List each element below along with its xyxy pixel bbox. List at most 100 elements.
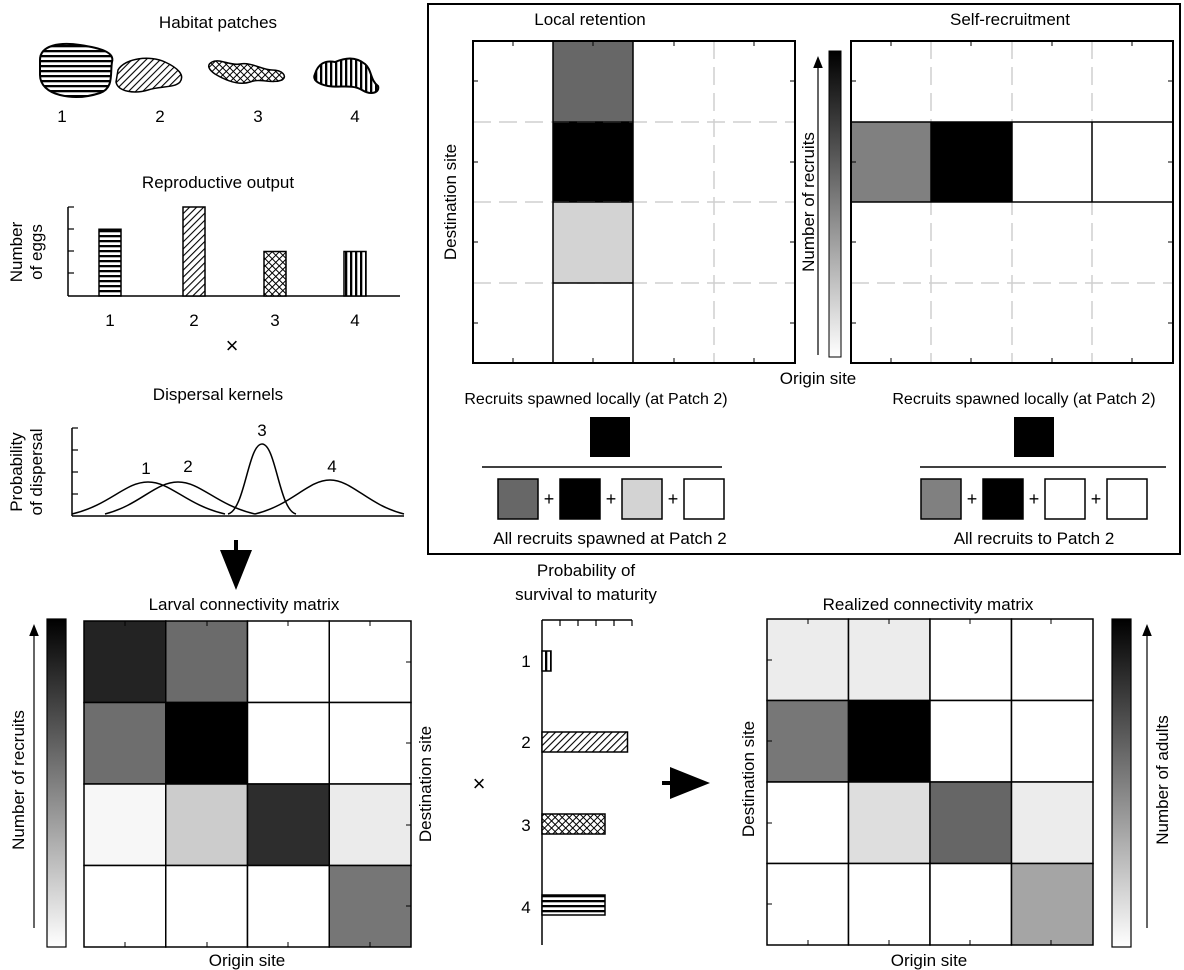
realized-matrix xyxy=(766,618,1094,946)
self-denominator-plus-2: + xyxy=(1029,489,1040,509)
larval-cell-r4-c4 xyxy=(328,864,412,948)
local-denominator-swatch-3 xyxy=(621,478,663,520)
kernel-curve-2 xyxy=(104,481,256,515)
self-denominator-label: All recruits to Patch 2 xyxy=(954,529,1115,548)
realized-origin-label: Origin site xyxy=(891,951,968,970)
dispersal-y-ticks xyxy=(72,427,78,495)
inset-colorbar xyxy=(828,50,842,358)
survival-tick-4: 4 xyxy=(521,898,530,917)
repro-y-ticks xyxy=(68,206,74,274)
larval-cell-r1-c3 xyxy=(246,620,330,704)
larval-cell-r2-c2 xyxy=(165,701,249,785)
habitat-patch-2-icon xyxy=(115,57,183,93)
larval-cell-r3-c3 xyxy=(246,783,330,867)
inset-origin-label: Origin site xyxy=(780,369,857,388)
inset-destination-label: Destination site xyxy=(441,144,460,260)
self-denominator-swatch-3 xyxy=(1044,478,1086,520)
repro-tick-3: 3 xyxy=(270,311,279,330)
larval-cell-r4-c3 xyxy=(246,864,330,948)
inset-colorbar-label: Number of recruits xyxy=(799,132,818,272)
kernel-curve-3 xyxy=(227,443,297,515)
realized-cell-r3-c1 xyxy=(766,781,850,865)
repro-bar-4 xyxy=(343,250,367,297)
survival-title-line2: survival to maturity xyxy=(515,585,657,604)
self-numerator-swatch xyxy=(1014,417,1054,457)
larval-cell-r4-c2 xyxy=(165,864,249,948)
repro-ylabel-line2: of eggs xyxy=(27,224,46,280)
local-denominator-label: All recruits spawned at Patch 2 xyxy=(493,529,726,548)
repro-bar-1 xyxy=(98,228,122,297)
local-numerator-label: Recruits spawned locally (at Patch 2) xyxy=(464,391,727,408)
multiply-symbol-bottom: × xyxy=(473,771,486,796)
local-numerator-swatch xyxy=(590,417,630,457)
self-cell-4 xyxy=(1092,122,1173,202)
survival-bar-1 xyxy=(541,650,552,672)
realized-title: Realized connectivity matrix xyxy=(823,595,1034,614)
survival-x-ticks xyxy=(559,620,633,626)
kernel-label-1: 1 xyxy=(141,459,150,478)
survival-tick-1: 1 xyxy=(521,652,530,671)
self-recruitment-title: Self-recruitment xyxy=(950,10,1070,29)
realized-colorbar-label: Number of adults xyxy=(1153,715,1172,844)
habitat-patch-4-icon xyxy=(313,57,380,94)
habitat-label-2: 2 xyxy=(155,107,164,126)
survival-bar-2 xyxy=(541,731,629,753)
kernel-curve-4 xyxy=(254,479,405,515)
realized-cell-r4-c1 xyxy=(766,862,850,946)
local-cell-1 xyxy=(553,41,633,122)
local-cell-2 xyxy=(553,121,633,202)
realized-cell-r3-c4 xyxy=(1010,781,1094,865)
larval-cell-r2-c4 xyxy=(328,701,412,785)
dispersal-ylabel-line1: Probability xyxy=(7,432,26,512)
self-recruitment-cells xyxy=(851,122,1173,202)
self-denominator-swatch-2 xyxy=(982,478,1024,520)
realized-cell-r2-c3 xyxy=(929,699,1013,783)
larval-cell-r3-c2 xyxy=(165,783,249,867)
larval-matrix-cells xyxy=(83,620,412,948)
self-denominator-swatches: + + + xyxy=(920,478,1148,520)
realized-colorbar xyxy=(1111,618,1132,948)
local-denominator-swatches: + + + xyxy=(497,478,725,520)
habitat-label-4: 4 xyxy=(350,107,359,126)
larval-origin-label: Origin site xyxy=(209,951,286,970)
realized-cell-r2-c4 xyxy=(1010,699,1094,783)
local-denominator-plus-2: + xyxy=(606,489,617,509)
self-denominator-plus-3: + xyxy=(1091,489,1102,509)
self-recruitment-matrix xyxy=(850,40,1174,364)
larval-cell-r3-c1 xyxy=(83,783,167,867)
realized-cell-r2-c1 xyxy=(766,699,850,783)
repro-tick-4: 4 xyxy=(350,311,359,330)
local-denominator-swatch-4 xyxy=(683,478,725,520)
realized-cell-r1-c2 xyxy=(847,618,931,702)
survival-bars xyxy=(541,650,629,916)
realized-cell-r1-c3 xyxy=(929,618,1013,702)
larval-cell-r1-c2 xyxy=(165,620,249,704)
repro-title: Reproductive output xyxy=(142,173,294,192)
larval-cell-r3-c4 xyxy=(328,783,412,867)
larval-colorbar-label: Number of recruits xyxy=(9,710,28,850)
larval-cell-r2-c3 xyxy=(246,701,330,785)
repro-bar-2 xyxy=(182,206,206,297)
realized-destination-label: Destination site xyxy=(739,721,758,837)
survival-tick-3: 3 xyxy=(521,816,530,835)
dispersal-title: Dispersal kernels xyxy=(153,385,283,404)
realized-cell-r3-c3 xyxy=(929,781,1013,865)
realized-cell-r4-c4 xyxy=(1010,862,1094,946)
larval-cell-r1-c4 xyxy=(328,620,412,704)
realized-cell-r4-c2 xyxy=(847,862,931,946)
survival-tick-2: 2 xyxy=(521,733,530,752)
larval-cell-r1-c1 xyxy=(83,620,167,704)
local-retention-title: Local retention xyxy=(534,10,646,29)
kernel-label-2: 2 xyxy=(183,457,192,476)
repro-ylabel-line1: Number xyxy=(7,221,26,282)
repro-tick-2: 2 xyxy=(189,311,198,330)
self-cell-3 xyxy=(1012,122,1093,202)
self-denominator-plus-1: + xyxy=(967,489,978,509)
self-cell-2 xyxy=(931,122,1012,202)
survival-title-line1: Probability of xyxy=(537,561,636,580)
survival-bar-4 xyxy=(541,894,606,916)
local-retention-cells xyxy=(553,41,633,363)
repro-bars xyxy=(98,206,367,297)
